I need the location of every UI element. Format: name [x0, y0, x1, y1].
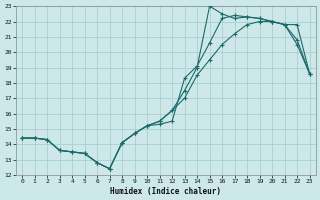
X-axis label: Humidex (Indice chaleur): Humidex (Indice chaleur): [110, 187, 221, 196]
